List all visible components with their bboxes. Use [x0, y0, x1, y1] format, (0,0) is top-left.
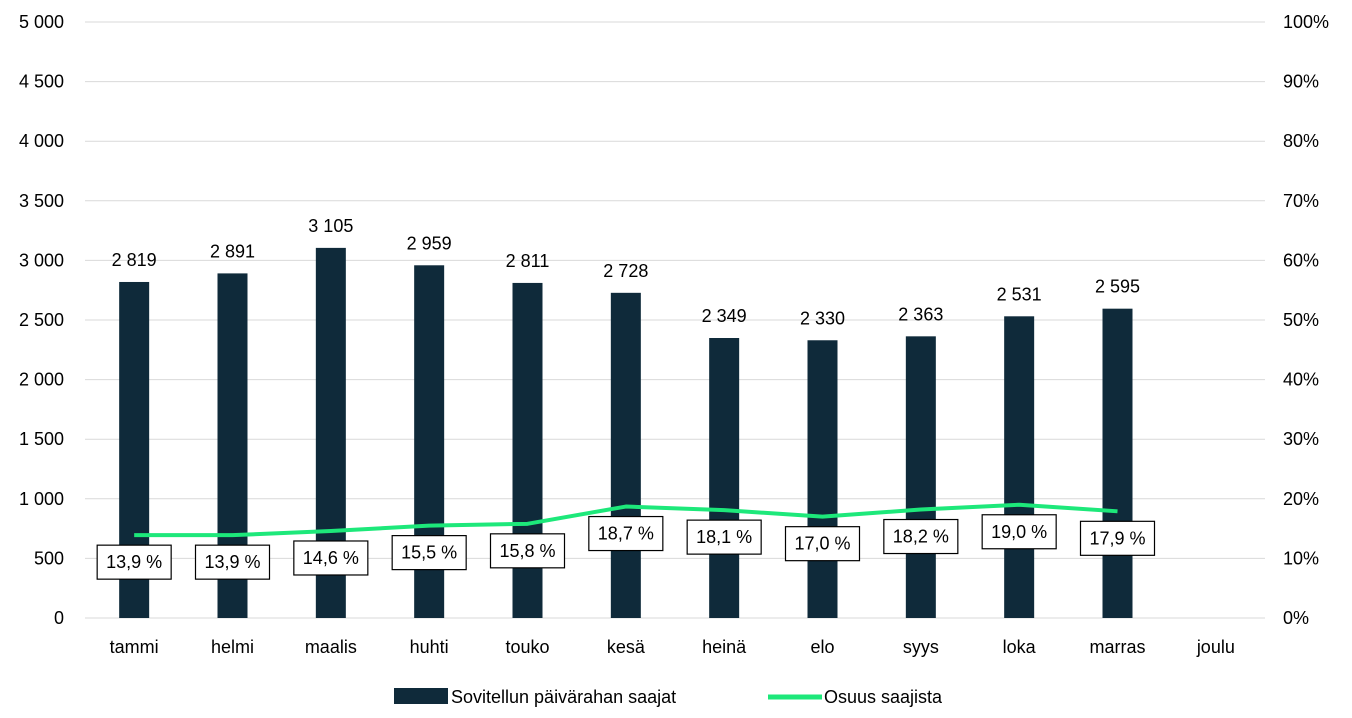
line-value-label: 13,9 %: [106, 552, 162, 572]
x-tick-label: touko: [505, 637, 549, 657]
y-right-tick-label: 10%: [1283, 548, 1319, 568]
legend-bar-swatch: [394, 688, 448, 704]
x-tick-label: helmi: [211, 637, 254, 657]
y-left-tick-label: 0: [54, 608, 64, 628]
line-series: [134, 502, 1118, 538]
bar-value-label: 2 363: [898, 304, 943, 324]
x-tick-label: huhti: [410, 637, 449, 657]
bar: [1004, 316, 1035, 618]
line-value-label: 14,6 %: [303, 548, 359, 568]
bar-value-label: 2 811: [506, 251, 550, 271]
y-right-tick-label: 20%: [1283, 489, 1319, 509]
x-tick-label: tammi: [110, 637, 159, 657]
x-tick-label: maalis: [305, 637, 357, 657]
line-label-box: [686, 519, 762, 555]
bar: [905, 336, 936, 618]
x-tick-label: loka: [1003, 637, 1037, 657]
line-label-box: [1079, 520, 1156, 556]
y-right-tick-label: 80%: [1283, 131, 1319, 151]
line-label-box: [489, 533, 566, 569]
bar-value-label: 2 728: [603, 261, 648, 281]
bar: [1102, 308, 1133, 618]
y-left-tick-label: 3 500: [19, 191, 64, 211]
line-label-box: [784, 526, 861, 562]
y-left-tick-label: 500: [34, 548, 64, 568]
y-left-tick-label: 5 000: [19, 12, 64, 32]
line-value-label: 15,5 %: [401, 543, 457, 563]
line-label-box: [391, 535, 467, 571]
y-right-tick-label: 30%: [1283, 429, 1319, 449]
line-value-label: 18,1 %: [696, 527, 752, 547]
line-value-label: 13,9 %: [204, 552, 260, 572]
y-left-tick-label: 1 000: [19, 489, 64, 509]
line-label-box: [96, 544, 172, 580]
y-right-tick-label: 50%: [1283, 310, 1319, 330]
y-right-tick-label: 100%: [1283, 12, 1329, 32]
x-tick-label: kesä: [607, 637, 646, 657]
line-value-label: 18,2 %: [893, 527, 949, 547]
y-left-tick-label: 4 500: [19, 72, 64, 92]
y-right-tick-label: 90%: [1283, 72, 1319, 92]
x-tick-label: syys: [903, 637, 939, 657]
line-value-label: 18,7 %: [598, 524, 654, 544]
y-right-tick-label: 60%: [1283, 250, 1319, 270]
x-tick-label: joulu: [1196, 637, 1235, 657]
line-label-box: [194, 544, 271, 580]
bar-value-label: 3 105: [308, 216, 353, 236]
bar: [709, 337, 740, 618]
line-label-box: [883, 518, 959, 555]
y-left-tick-label: 2 000: [19, 370, 64, 390]
y-left-tick-label: 2 500: [19, 310, 64, 330]
line-value-label: 17,0 %: [794, 534, 850, 554]
bar-value-label: 2 531: [997, 284, 1042, 304]
line-label-box: [293, 540, 369, 576]
y-left-tick-label: 3 000: [19, 250, 64, 270]
bar-value-label: 2 349: [702, 306, 747, 326]
bar-value-label: 2 595: [1095, 277, 1140, 297]
bar-value-label: 2 891: [210, 241, 255, 261]
y-left-tick-label: 1 500: [19, 429, 64, 449]
bar-value-label: 2 330: [800, 308, 845, 328]
line-value-label: 17,9 %: [1089, 528, 1145, 548]
legend-bar-label: Sovitellun päivärahan saajat: [451, 687, 676, 707]
y-right-tick-label: 0%: [1283, 608, 1309, 628]
bar: [807, 340, 838, 618]
legend-line-label: Osuus saajista: [824, 687, 943, 707]
x-tick-label: elo: [810, 637, 834, 657]
line-value-label: 19,0 %: [991, 522, 1047, 542]
y-right-tick-label: 70%: [1283, 191, 1319, 211]
line-value-label: 15,8 %: [499, 541, 555, 561]
line-label-box: [588, 515, 664, 552]
bar: [610, 292, 641, 618]
y-right-tick-label: 40%: [1283, 370, 1319, 390]
bar-value-label: 2 819: [112, 250, 157, 270]
x-tick-label: marras: [1089, 637, 1145, 657]
bar-value-label: 2 959: [407, 233, 452, 253]
x-tick-label: heinä: [702, 637, 747, 657]
line-label-box: [981, 514, 1057, 550]
y-left-tick-label: 4 000: [19, 131, 64, 151]
